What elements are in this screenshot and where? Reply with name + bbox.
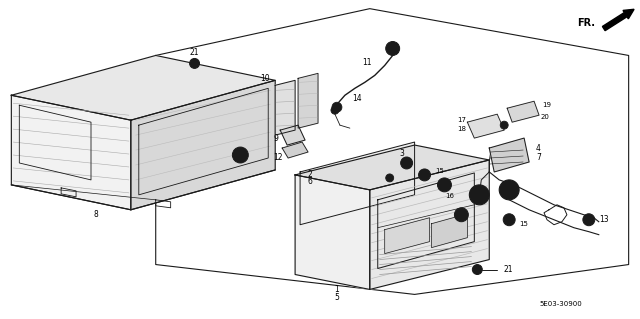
Text: 15: 15 — [435, 168, 444, 174]
Circle shape — [499, 180, 519, 200]
Circle shape — [475, 267, 480, 272]
Text: 16: 16 — [445, 193, 454, 199]
Circle shape — [386, 174, 394, 182]
Text: 20: 20 — [540, 114, 549, 120]
Text: 2: 2 — [307, 170, 312, 179]
Circle shape — [332, 102, 342, 112]
Circle shape — [507, 218, 511, 222]
Circle shape — [454, 208, 468, 222]
Circle shape — [458, 212, 465, 218]
Text: 11: 11 — [362, 58, 371, 67]
Circle shape — [404, 161, 408, 165]
Polygon shape — [295, 175, 370, 289]
Circle shape — [472, 264, 483, 274]
Text: 8: 8 — [93, 210, 99, 219]
Text: FR.: FR. — [577, 18, 595, 28]
Circle shape — [331, 106, 339, 114]
Text: 12: 12 — [274, 152, 283, 161]
Polygon shape — [370, 160, 489, 289]
Circle shape — [469, 185, 489, 205]
Text: 1: 1 — [335, 285, 339, 294]
Text: 21: 21 — [503, 265, 513, 274]
Text: 5: 5 — [335, 293, 339, 302]
Polygon shape — [431, 214, 467, 248]
Circle shape — [401, 157, 413, 169]
Polygon shape — [298, 73, 318, 128]
Text: 16: 16 — [444, 222, 452, 228]
Circle shape — [192, 61, 197, 66]
Circle shape — [586, 217, 591, 222]
Text: 15: 15 — [519, 221, 528, 227]
Polygon shape — [489, 138, 529, 172]
Circle shape — [189, 58, 200, 68]
Polygon shape — [12, 95, 131, 210]
Text: 19: 19 — [542, 102, 551, 108]
Polygon shape — [300, 142, 415, 225]
Circle shape — [442, 182, 447, 188]
Text: 6: 6 — [307, 177, 312, 186]
Polygon shape — [385, 218, 429, 254]
Circle shape — [583, 214, 595, 226]
Polygon shape — [131, 80, 275, 210]
Polygon shape — [282, 142, 308, 158]
Circle shape — [389, 45, 396, 52]
Circle shape — [474, 190, 484, 200]
Polygon shape — [280, 125, 305, 145]
Circle shape — [386, 41, 399, 56]
Circle shape — [504, 185, 514, 195]
Circle shape — [419, 169, 431, 181]
Text: 17: 17 — [458, 117, 467, 123]
Circle shape — [500, 121, 508, 129]
Circle shape — [438, 178, 451, 192]
FancyArrow shape — [602, 9, 634, 31]
Circle shape — [232, 147, 248, 163]
Text: 9: 9 — [273, 134, 278, 143]
Text: 14: 14 — [352, 94, 362, 103]
Text: 13: 13 — [599, 215, 609, 224]
Polygon shape — [507, 101, 539, 122]
Text: 3: 3 — [400, 149, 404, 158]
Polygon shape — [295, 145, 489, 190]
Text: 18: 18 — [458, 126, 467, 132]
Circle shape — [503, 214, 515, 226]
Text: 5E03-30900: 5E03-30900 — [539, 301, 582, 308]
Text: 21: 21 — [190, 48, 199, 57]
Circle shape — [236, 151, 244, 159]
Polygon shape — [275, 80, 295, 135]
Polygon shape — [12, 56, 275, 120]
Text: 10: 10 — [260, 74, 270, 83]
Text: 4: 4 — [536, 144, 541, 152]
Text: 7: 7 — [536, 152, 541, 161]
Polygon shape — [467, 114, 504, 138]
